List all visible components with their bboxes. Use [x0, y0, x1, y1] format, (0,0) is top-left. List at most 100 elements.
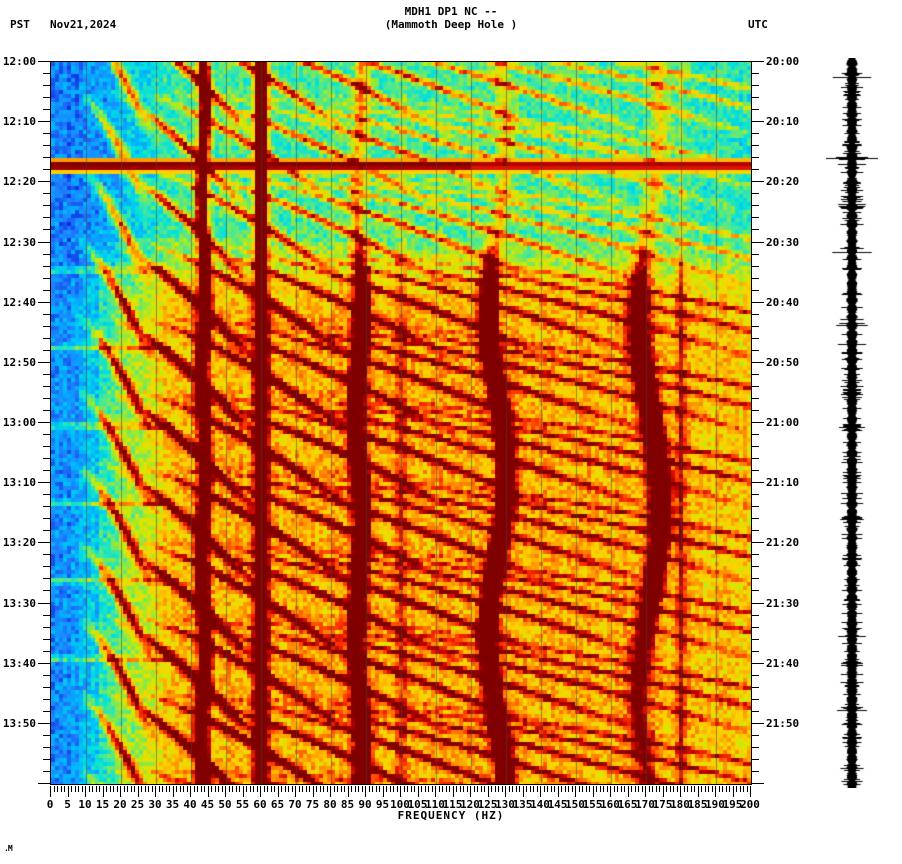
frequency-tick [246, 786, 247, 792]
frequency-tick [484, 786, 485, 792]
frequency-tick [641, 786, 643, 792]
frequency-tick [417, 786, 419, 797]
frequency-tick [526, 786, 527, 792]
time-tick-left [43, 770, 50, 772]
frequency-tick [309, 786, 310, 792]
frequency-tick [414, 786, 415, 792]
time-label-utc: 21:40 [766, 656, 800, 670]
time-tick-left [43, 337, 50, 339]
spectrogram-plot[interactable] [50, 61, 752, 785]
time-tick-right [752, 109, 759, 111]
frequency-tick [435, 786, 436, 797]
frequency-tick [361, 786, 363, 792]
frequency-tick [260, 786, 261, 797]
frequency-tick [109, 786, 111, 792]
frequency-tick [466, 786, 468, 792]
frequency-tick [337, 786, 338, 792]
frequency-tick [519, 786, 520, 792]
frequency-label: 120 [460, 798, 480, 811]
time-tick-right [752, 506, 759, 508]
time-tick-left [43, 710, 50, 712]
time-tick-right [752, 409, 759, 411]
time-label-utc: 20:50 [766, 355, 800, 369]
frequency-tick [379, 786, 380, 792]
frequency-tick [106, 786, 107, 792]
frequency-label: 145 [547, 798, 568, 811]
frequency-tick [382, 786, 384, 797]
frequency-tick [99, 786, 100, 792]
time-tick-left [43, 349, 50, 351]
time-tick-left [43, 277, 50, 279]
frequency-tick [193, 786, 195, 792]
time-tick-right [752, 470, 759, 472]
frequency-label: 15 [95, 798, 110, 811]
frequency-tick [589, 786, 590, 792]
frequency-tick [431, 786, 433, 792]
frequency-label: 105 [407, 798, 428, 811]
frequency-tick [186, 786, 188, 792]
time-tick-right [752, 518, 759, 520]
frequency-tick [522, 786, 524, 797]
time-tick-left [43, 157, 50, 159]
time-tick-right [752, 566, 759, 568]
frequency-label: 10 [78, 798, 92, 811]
frequency-tick [372, 786, 373, 792]
frequency-tick [74, 786, 76, 792]
time-label-utc: 21:30 [766, 596, 800, 610]
frequency-tick [393, 786, 394, 792]
frequency-tick [732, 786, 734, 797]
time-tick-left [43, 638, 50, 640]
time-tick-right [752, 446, 759, 448]
frequency-tick [410, 786, 412, 792]
frequency-label: 95 [375, 798, 390, 811]
time-tick-left [38, 722, 50, 724]
frequency-tick [617, 786, 618, 792]
frequency-label: 0 [46, 798, 54, 811]
frequency-tick [288, 786, 289, 792]
frequency-tick [274, 786, 275, 792]
frequency-tick [715, 786, 716, 797]
frequency-tick [680, 786, 681, 797]
frequency-tick [438, 786, 440, 792]
frequency-tick [687, 786, 688, 792]
frequency-axis-labels: 0 5 10 15 20 25 30 35 40 45 50 55 60 65 70 75 80 85 90 95 10… [47, 798, 760, 812]
frequency-tick [326, 786, 328, 792]
time-tick-right [752, 758, 759, 760]
frequency-tick [368, 786, 370, 792]
frequency-tick [155, 786, 156, 797]
frequency-tick [421, 786, 422, 792]
time-tick-left [43, 325, 50, 327]
frequency-tick [533, 786, 534, 792]
time-tick-right [752, 349, 759, 351]
frequency-axis-ticks [50, 786, 752, 798]
frequency-label: 180 [670, 798, 690, 811]
time-tick-right [752, 542, 764, 544]
time-tick-right [752, 289, 759, 291]
frequency-tick [725, 786, 727, 792]
time-axis-left-ticks [38, 61, 50, 785]
time-tick-left [43, 674, 50, 676]
frequency-label: 70 [288, 798, 302, 811]
frequency-tick [578, 786, 580, 792]
frequency-tick [389, 786, 391, 792]
frequency-tick [141, 786, 142, 792]
frequency-tick [736, 786, 737, 792]
time-axis-left-labels: 12:00 12:10 12:20 12:30 12:40 12:50 13:00 13:10… [0, 55, 36, 785]
frequency-tick [123, 786, 125, 792]
time-label-pst: 13:30 [2, 596, 36, 610]
frequency-tick [550, 786, 552, 792]
frequency-tick [312, 786, 314, 797]
frequency-tick [211, 786, 212, 792]
frequency-tick [60, 786, 62, 792]
frequency-tick [452, 786, 454, 797]
time-tick-right [752, 181, 764, 183]
time-tick-left [43, 590, 50, 592]
time-label-pst: 13:00 [2, 416, 36, 429]
frequency-tick [204, 786, 205, 792]
frequency-tick [253, 786, 254, 792]
time-tick-left [43, 698, 50, 700]
frequency-tick [407, 786, 408, 792]
time-tick-left [43, 253, 50, 255]
frequency-tick [200, 786, 202, 792]
time-tick-right [752, 229, 759, 231]
